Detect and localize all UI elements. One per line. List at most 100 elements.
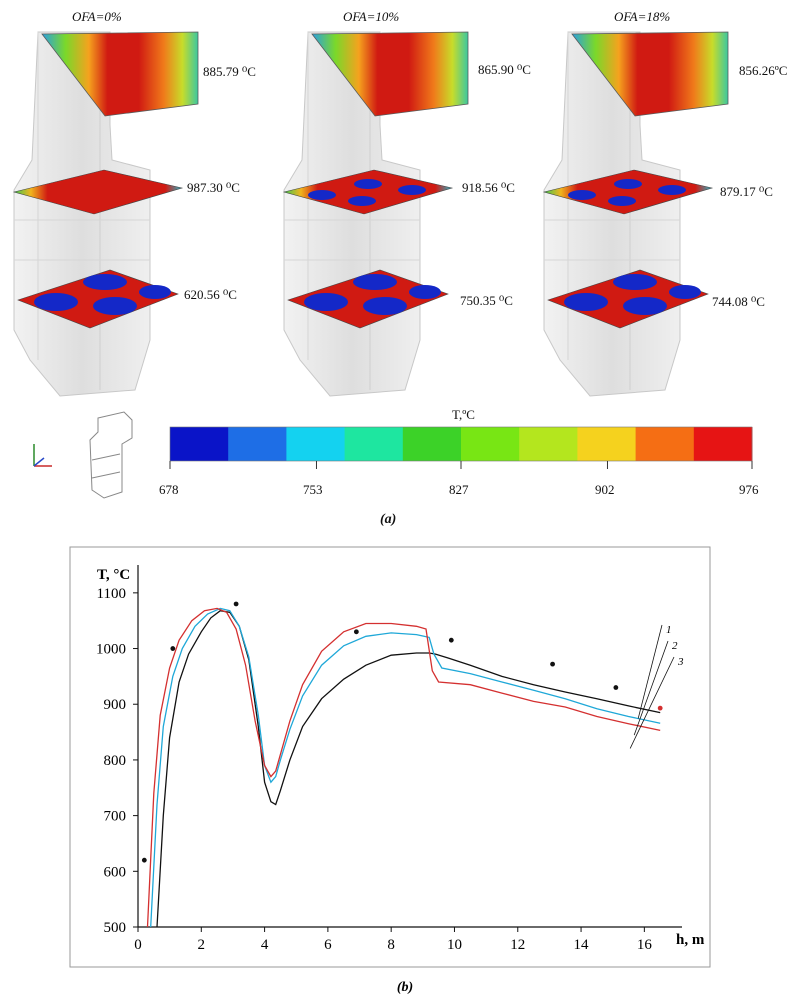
cold-region	[139, 285, 171, 299]
colorbar-segment	[170, 427, 229, 461]
experimental-point	[353, 629, 359, 635]
experimental-point	[657, 705, 663, 711]
legend-label-3: 3	[677, 656, 684, 668]
cold-spot	[398, 185, 426, 195]
temp-top-0: 885.79 ⁰C	[203, 64, 256, 79]
temp-top-2: 856.26ºC	[739, 63, 788, 78]
x-tick-label: 4	[261, 937, 269, 953]
experimental-point	[550, 661, 555, 667]
thumb-plane	[91, 453, 121, 461]
y-tick-label: 700	[104, 809, 127, 825]
panel-a: OFA=0% OFA=10% OFA=18% 885.79 ⁰C 987.30 …	[12, 9, 788, 527]
colorbar-segment	[228, 427, 287, 461]
legend-leader-1	[637, 624, 663, 719]
cold-region	[34, 293, 78, 311]
x-tick-label: 6	[324, 937, 332, 953]
colorbar-tick-4: 976	[739, 482, 759, 497]
furnace-2	[542, 31, 729, 397]
mid-plane-contour	[12, 169, 184, 215]
ofa-label-2: OFA=18%	[614, 9, 671, 24]
cold-spot	[614, 179, 642, 189]
y-tick-label: 900	[104, 697, 127, 713]
ofa-label-0: OFA=0%	[72, 9, 122, 24]
x-tick-label: 16	[637, 937, 653, 953]
cold-region	[409, 285, 441, 299]
thumb-plane	[91, 471, 121, 479]
colorbar-segment	[344, 427, 404, 461]
y-axis-label: T, °C	[97, 567, 130, 583]
outlet-contour	[311, 31, 469, 117]
furnace-temperature-contours	[12, 31, 753, 499]
furnace-0	[12, 31, 199, 397]
series-line-2	[150, 607, 661, 928]
caption-b: (b)	[397, 980, 413, 995]
cold-spot	[608, 196, 636, 206]
experimental-point	[141, 857, 147, 863]
y-tick-label: 800	[104, 753, 127, 769]
thumb-outline	[89, 411, 133, 499]
colorbar-segment	[693, 427, 753, 461]
experimental-point	[170, 646, 176, 651]
y-tick-label: 500	[104, 920, 127, 936]
axis-triad-icon	[33, 444, 52, 467]
cold-spot	[348, 196, 376, 206]
colorbar-tick-3: 902	[595, 482, 615, 497]
legend-label-2: 2	[672, 640, 678, 652]
caption-a: (a)	[380, 512, 397, 527]
bottom-plane-contour	[17, 269, 179, 329]
x-tick-label: 0	[134, 937, 142, 953]
colorbar-segment	[286, 427, 346, 461]
mid-plane-contour	[542, 169, 714, 215]
cold-region	[564, 293, 608, 311]
temp-bot-2: 744.08 ⁰C	[712, 294, 765, 309]
colorbar-segment	[461, 427, 520, 461]
colorbar-title: T,ºC	[452, 407, 475, 422]
x-tick-label: 12	[510, 937, 525, 953]
cold-spot	[568, 190, 596, 200]
y-tick-label: 1100	[97, 586, 126, 602]
colorbar-tick-0: 678	[159, 482, 179, 497]
cold-region	[353, 274, 397, 290]
legend-leader-3	[629, 656, 675, 749]
cold-spot	[308, 190, 336, 200]
x-tick-label: 10	[447, 937, 462, 953]
furnace-thumbnail-icon	[89, 411, 133, 499]
series-line-1	[156, 610, 661, 928]
bottom-plane-contour	[547, 269, 709, 329]
temp-mid-1: 918.56 ⁰C	[462, 180, 515, 195]
cold-region	[669, 285, 701, 299]
mid-plane-contour	[282, 169, 454, 215]
temp-bot-1: 750.35 ⁰C	[460, 293, 513, 308]
y-tick-label: 600	[104, 864, 127, 880]
x-axis-label: h, m	[676, 932, 705, 948]
ofa-label-1: OFA=10%	[343, 9, 400, 24]
cold-spot	[658, 185, 686, 195]
bottom-plane-contour	[287, 269, 449, 329]
cold-region	[83, 274, 127, 290]
cold-region	[623, 297, 667, 315]
colorbar-segment	[519, 427, 578, 461]
temp-top-1: 865.90 ⁰C	[478, 62, 531, 77]
temp-bot-0: 620.56 ⁰C	[184, 287, 237, 302]
x-tick-label: 8	[387, 937, 395, 953]
furnace-1	[282, 31, 469, 397]
colorbar-segment	[402, 427, 462, 461]
cold-region	[304, 293, 348, 311]
outlet-contour	[571, 31, 729, 117]
colorbar-segment	[577, 427, 637, 461]
experimental-point	[613, 685, 619, 690]
cold-spot	[354, 179, 382, 189]
cold-region	[613, 274, 657, 290]
x-tick-label: 14	[574, 937, 590, 953]
experimental-point	[233, 601, 239, 607]
temp-mid-0: 987.30 ⁰C	[187, 180, 240, 195]
temp-mid-2: 879.17 ⁰C	[720, 184, 773, 199]
axis-y	[33, 457, 45, 467]
chart-frame	[69, 546, 711, 968]
legend-leader-2	[633, 640, 669, 736]
colorbar-tick-1: 753	[303, 482, 323, 497]
x-tick-label: 2	[198, 937, 206, 953]
outlet-contour	[41, 31, 199, 117]
